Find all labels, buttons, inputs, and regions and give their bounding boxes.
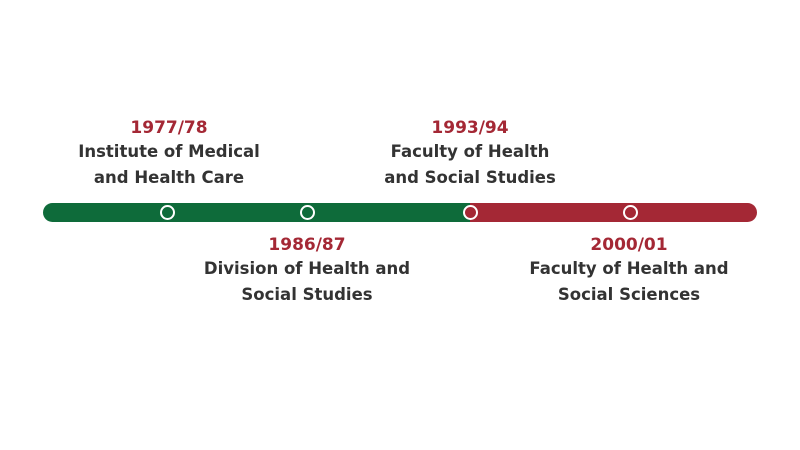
event-title-line-1: Division of Health and bbox=[203, 259, 411, 278]
timeline-bar-green bbox=[43, 203, 470, 222]
timeline-event-2000: 2000/01 Faculty of Health and Social Sci… bbox=[499, 234, 759, 308]
timeline-bar-red bbox=[470, 203, 757, 222]
event-title-line-2: and Social Studies bbox=[384, 168, 556, 187]
timeline-marker-1977 bbox=[160, 205, 175, 220]
event-title-line-1: Institute of Medical bbox=[78, 142, 260, 161]
timeline-marker-2000 bbox=[623, 205, 638, 220]
timeline-event-1977: 1977/78 Institute of Medical and Health … bbox=[39, 117, 299, 191]
event-year: 2000/01 bbox=[590, 235, 668, 255]
timeline-marker-1993 bbox=[463, 205, 478, 220]
timeline-marker-1986 bbox=[300, 205, 315, 220]
timeline-event-1986: 1986/87 Division of Health and Social St… bbox=[177, 234, 437, 308]
timeline-event-1993: 1993/94 Faculty of Health and Social Stu… bbox=[340, 117, 600, 191]
event-title-line-2: Social Studies bbox=[241, 285, 373, 304]
event-title-line-2: and Health Care bbox=[93, 168, 245, 187]
event-title-line-1: Faculty of Health and bbox=[529, 259, 729, 278]
event-title-line-1: Faculty of Health bbox=[390, 142, 550, 161]
event-year: 1977/78 bbox=[130, 118, 208, 138]
event-year: 1993/94 bbox=[431, 118, 509, 138]
event-year: 1986/87 bbox=[268, 235, 346, 255]
event-title-line-2: Social Sciences bbox=[557, 285, 701, 304]
